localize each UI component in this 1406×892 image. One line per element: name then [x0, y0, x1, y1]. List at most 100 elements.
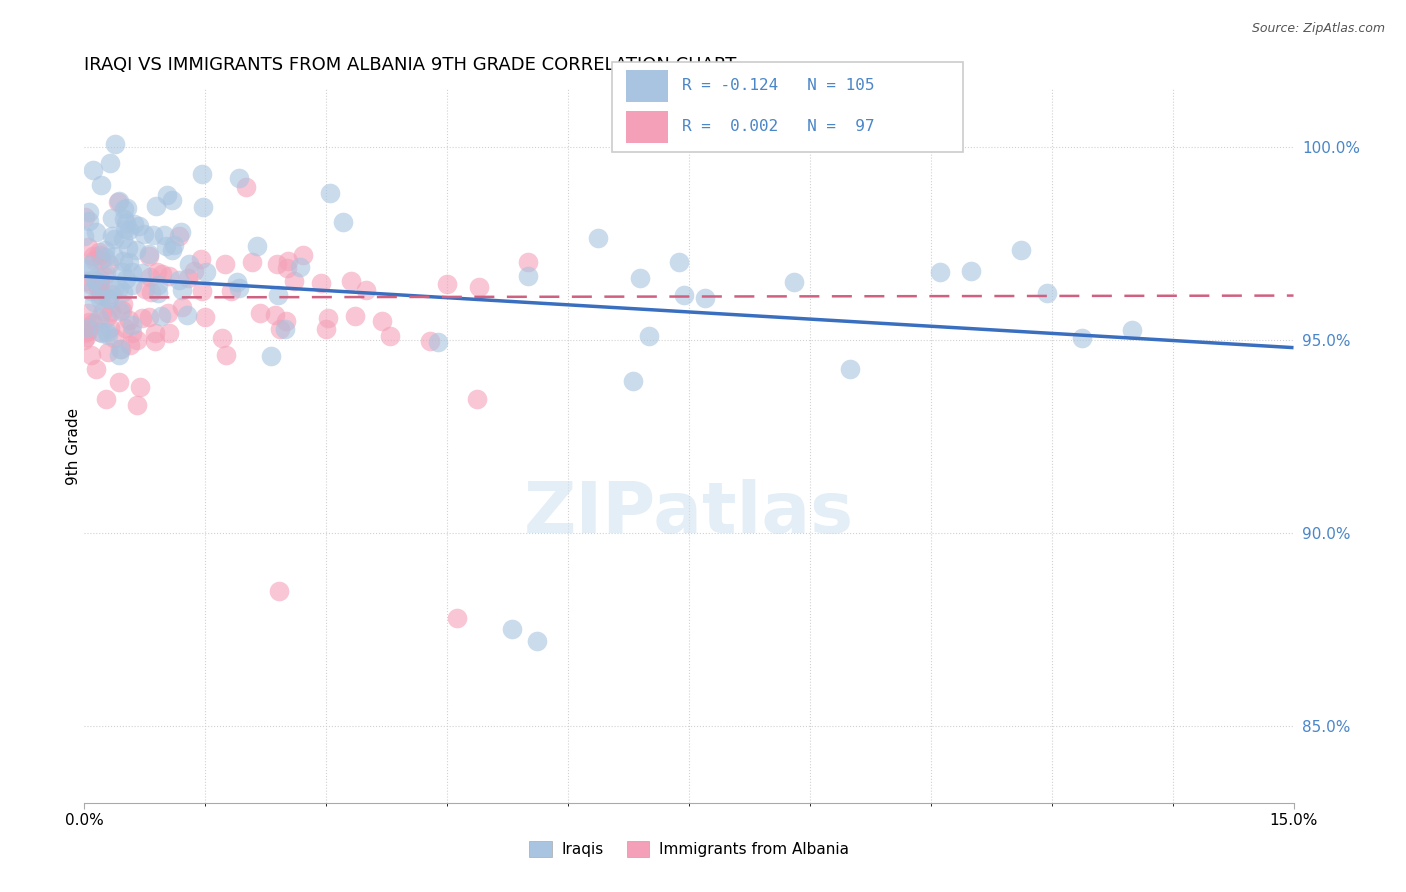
Point — [1036, 285, 1059, 300]
Point — [155, 238, 177, 252]
Point — [128, 219, 150, 234]
Point — [103, 282, 125, 296]
Point — [516, 268, 538, 283]
Point — [344, 309, 367, 323]
Point — [108, 375, 131, 389]
Point — [371, 314, 394, 328]
Point — [97, 292, 120, 306]
Point — [125, 398, 148, 412]
Point — [277, 253, 299, 268]
Point — [73, 229, 96, 244]
Point — [124, 244, 146, 258]
Point — [80, 348, 103, 362]
Point — [77, 214, 100, 228]
Point — [90, 252, 112, 267]
Text: Source: ZipAtlas.com: Source: ZipAtlas.com — [1251, 22, 1385, 36]
Point — [138, 248, 160, 262]
Point — [121, 277, 143, 292]
Point — [94, 243, 117, 257]
Point — [101, 211, 124, 225]
Point — [110, 343, 132, 357]
Point — [516, 255, 538, 269]
Point — [98, 156, 121, 170]
Point — [138, 310, 160, 325]
Point — [121, 326, 143, 340]
Point — [418, 334, 440, 348]
Point — [426, 335, 449, 350]
Point — [172, 300, 194, 314]
Text: R =  0.002   N =  97: R = 0.002 N = 97 — [682, 120, 875, 134]
Point — [73, 210, 96, 224]
Point — [100, 305, 122, 319]
Point — [89, 283, 111, 297]
Point — [276, 260, 298, 275]
Point — [79, 258, 101, 272]
Point — [108, 194, 131, 209]
Point — [75, 320, 97, 334]
Point — [356, 283, 378, 297]
Point — [141, 285, 163, 299]
Point — [111, 302, 134, 317]
Point — [219, 284, 242, 298]
Point — [191, 200, 214, 214]
Point — [839, 362, 862, 376]
Point — [167, 228, 190, 243]
Point — [176, 271, 198, 285]
Point — [77, 240, 100, 254]
Point — [117, 242, 139, 256]
Point — [97, 291, 120, 305]
Point — [163, 238, 186, 252]
Point — [332, 215, 354, 229]
FancyBboxPatch shape — [626, 70, 668, 102]
Point — [145, 199, 167, 213]
Point — [111, 285, 134, 300]
Point — [190, 284, 212, 298]
Point — [176, 308, 198, 322]
Point — [107, 195, 129, 210]
Y-axis label: 9th Grade: 9th Grade — [66, 408, 80, 484]
Point — [114, 320, 136, 334]
Point — [98, 321, 121, 335]
Point — [167, 273, 190, 287]
Point — [269, 321, 291, 335]
Point — [94, 392, 117, 406]
Point — [228, 171, 250, 186]
Point — [100, 229, 122, 244]
Point — [82, 249, 104, 263]
Point — [96, 325, 118, 339]
Point — [118, 254, 141, 268]
Point — [266, 257, 288, 271]
Point — [75, 330, 97, 344]
Point — [153, 227, 176, 242]
Point — [156, 188, 179, 202]
Point — [83, 252, 105, 267]
Point — [501, 622, 523, 636]
Point — [112, 254, 135, 268]
Point — [309, 276, 332, 290]
Point — [89, 310, 111, 325]
Point — [150, 267, 173, 281]
Point — [77, 262, 100, 277]
Point — [637, 328, 659, 343]
Point — [103, 249, 125, 263]
Point — [319, 186, 342, 200]
Point — [93, 250, 115, 264]
Point — [150, 309, 173, 323]
Point — [122, 218, 145, 232]
Point — [108, 304, 131, 318]
Point — [98, 257, 121, 271]
Text: ZIPatlas: ZIPatlas — [524, 479, 853, 548]
Point — [84, 225, 107, 239]
Point — [260, 349, 283, 363]
Point — [83, 295, 105, 310]
Point — [79, 277, 101, 291]
Point — [87, 244, 110, 259]
Point — [112, 297, 135, 311]
Point — [90, 326, 112, 340]
Point — [77, 315, 100, 329]
Point — [783, 275, 806, 289]
Point — [156, 306, 179, 320]
Point — [73, 333, 96, 347]
Point — [82, 316, 104, 330]
Point — [190, 252, 212, 266]
